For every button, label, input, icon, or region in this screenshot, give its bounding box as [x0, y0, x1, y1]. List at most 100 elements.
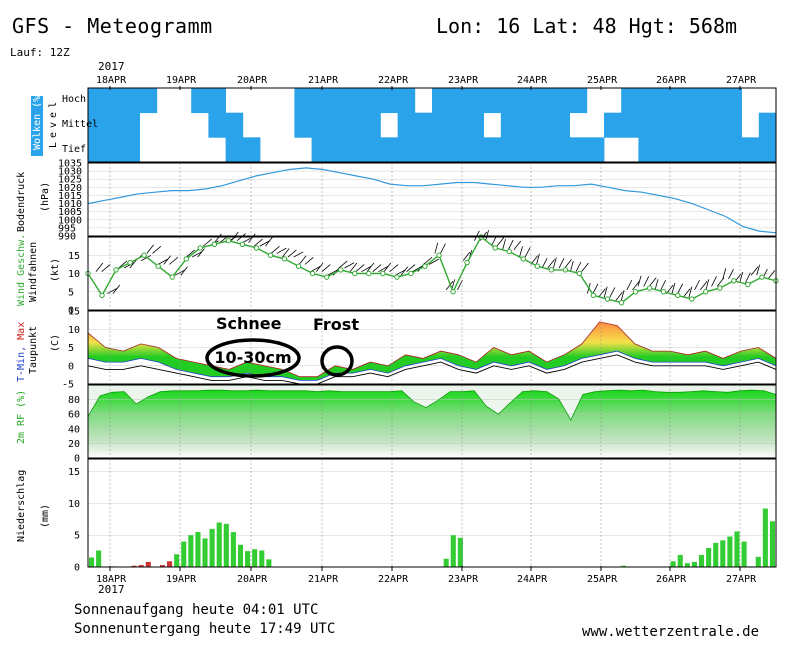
- cloud-cell: [208, 112, 226, 138]
- location-coordinates: Lon: 16 Lat: 48 Hgt: 568m: [436, 14, 738, 38]
- precip-bar: [252, 549, 258, 567]
- cloud-cell: [483, 88, 502, 114]
- wind-point: [225, 237, 232, 244]
- temp-max-line: [87, 321, 777, 378]
- precip-bar: [684, 563, 690, 567]
- cloud-cell: [88, 137, 106, 163]
- cloud-cell: [638, 88, 656, 114]
- wind-barb: [750, 266, 759, 276]
- cloud-axis-label-bg: [31, 96, 43, 156]
- wind-barb: [637, 275, 642, 287]
- wind-barb: [654, 279, 659, 291]
- precip-bar: [734, 531, 740, 567]
- x-tick-label-bottom: 18APR: [96, 574, 127, 585]
- wind-barb: [276, 247, 287, 254]
- wind-barb: [395, 269, 406, 276]
- cloud-cell: [552, 88, 570, 114]
- cloud-cell: [690, 112, 708, 138]
- precip-axis-label: Niederschlag: [16, 470, 27, 542]
- cloud-cell: [105, 137, 123, 163]
- wind-barb: [191, 251, 202, 258]
- cloud-cell: [500, 112, 519, 138]
- cloud-cell: [638, 137, 656, 163]
- cloud-cell: [397, 137, 416, 163]
- wind-barb: [699, 281, 708, 291]
- wind-barb: [558, 258, 565, 269]
- cloud-cell: [88, 88, 106, 114]
- wind-barb: [107, 287, 118, 294]
- frost-ellipse: [320, 345, 354, 377]
- wind-barb: [321, 264, 331, 272]
- cloud-cell: [483, 137, 502, 163]
- x-tick-label-bottom: 24APR: [517, 574, 548, 585]
- wind-barb: [507, 239, 514, 250]
- wind-point: [492, 245, 498, 251]
- cloud-cell: [139, 88, 158, 114]
- model-run: Lauf: 12Z: [10, 46, 70, 59]
- wind-barb: [716, 277, 725, 287]
- wind-point: [338, 267, 344, 273]
- annotation-frost: Frost: [313, 315, 359, 334]
- precip-tick-label: 5: [74, 531, 80, 542]
- precip-unit-label: (mm): [40, 504, 51, 528]
- cloud-cell: [328, 112, 347, 138]
- wind-barb: [705, 279, 710, 291]
- wind-barb: [519, 246, 523, 258]
- wind-point: [352, 270, 358, 277]
- cloud-cell: [672, 88, 691, 114]
- precip-bar: [245, 551, 251, 567]
- wind-barb: [163, 255, 171, 265]
- wind-barb: [95, 262, 104, 272]
- cloud-cell: [466, 137, 484, 163]
- cloud-level-label: Mittel: [62, 119, 98, 130]
- wind-barb: [513, 240, 522, 251]
- humidity-tick-label: 60: [68, 410, 80, 421]
- x-tick-label-top: 24APR: [517, 75, 548, 86]
- precip-bar: [443, 558, 449, 567]
- cloud-cell: [569, 88, 588, 114]
- wind-barb: [564, 259, 572, 269]
- wind-point: [113, 267, 119, 273]
- wind-barb: [677, 283, 683, 294]
- wind-barb: [423, 256, 433, 265]
- wind-point: [534, 263, 541, 269]
- wind-barb: [722, 268, 727, 280]
- wind-barb: [366, 262, 375, 272]
- cloud-cell: [690, 88, 708, 114]
- wind-barb: [315, 262, 324, 272]
- wind-barb: [203, 238, 212, 247]
- cloud-cell: [518, 112, 536, 138]
- wind-axis-label-2: Windfahnen: [28, 242, 39, 302]
- cloud-cell: [724, 137, 742, 163]
- precip-bar: [181, 541, 187, 567]
- cloud-cell: [758, 112, 777, 138]
- cloud-cell: [328, 88, 347, 114]
- wind-barb: [536, 253, 540, 265]
- wind-barb: [265, 237, 273, 247]
- precip-bar: [174, 554, 180, 567]
- wind-barb: [157, 258, 168, 265]
- precip-bar: [266, 559, 272, 567]
- wind-point: [660, 289, 667, 295]
- wind-barb: [378, 266, 389, 273]
- x-tick-label-top: 27APR: [726, 75, 757, 86]
- cloud-cell: [225, 112, 244, 138]
- pressure-tick-label: 1015: [58, 191, 82, 202]
- cloud-cell: [724, 88, 742, 114]
- precip-bar: [677, 554, 683, 567]
- x-tick-label-bottom: 26APR: [656, 574, 687, 585]
- wind-barb: [428, 258, 440, 265]
- temp-tick-label: 0: [68, 361, 74, 372]
- wind-barb: [186, 249, 196, 258]
- pressure-tick-label: 1020: [58, 183, 82, 194]
- panel-frame: [87, 87, 777, 163]
- cloud-cell: [655, 137, 674, 163]
- wind-barb: [146, 244, 154, 254]
- x-tick-label-top: 25APR: [587, 75, 618, 86]
- cloud-cell: [380, 88, 398, 114]
- wind-barb: [304, 256, 314, 265]
- wind-point: [590, 292, 597, 299]
- cloud-cell: [105, 112, 123, 138]
- wind-point: [604, 296, 611, 302]
- wind-barb: [270, 246, 280, 254]
